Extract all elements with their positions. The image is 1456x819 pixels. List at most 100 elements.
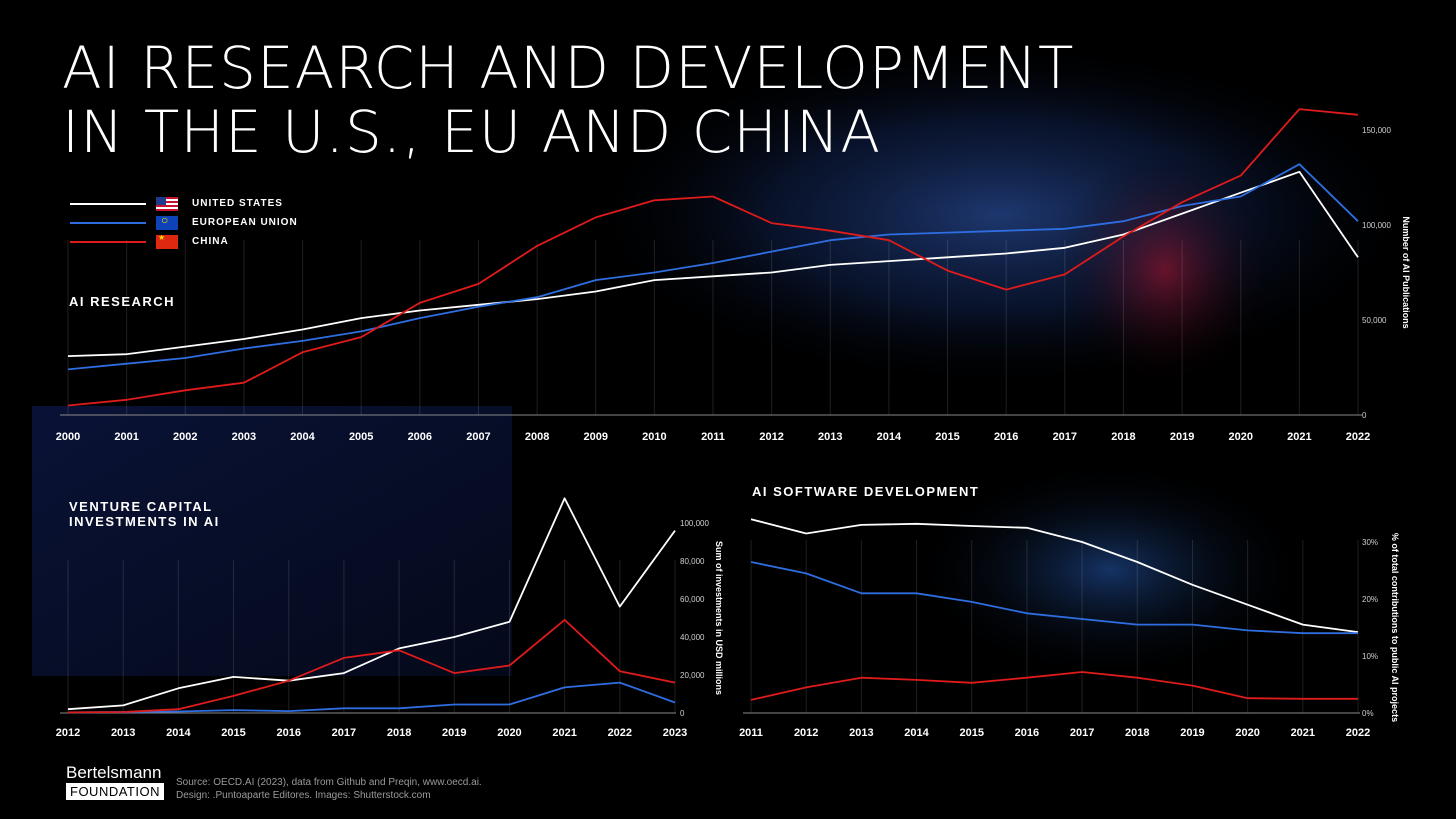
software-x-tick-label: 2021 [1291,727,1315,739]
vc-series-china [67,619,676,714]
vc-y-tick-label: 20,000 [680,671,705,680]
legend-line-european-union [70,221,146,224]
vc-x-tick-label: 2016 [276,727,300,739]
research-chart: 2000 2001 2002 2003 2004 2005 2006 2007 2008 2009… [56,108,1411,443]
vc-y-tick-label: 0 [680,709,685,718]
software-x-tick-label: 2012 [794,727,818,739]
research-series-european-union [67,163,1359,371]
research-x-tick-label: 2001 [114,431,138,443]
vc-y-tick-label: 40,000 [680,633,705,642]
research-y-axis-title: Number of AI Publications [1401,216,1411,328]
vc-x-tick-label: 2019 [442,727,466,739]
research-x-tick-label: 2007 [466,431,490,443]
research-x-tick-label: 2012 [759,431,783,443]
research-x-tick-label: 2003 [232,431,256,443]
research-x-tick-label: 2016 [994,431,1018,443]
software-x-tick-label: 2011 [739,727,763,739]
vc-y-axis-title: Sum of investments in USD millions [714,541,724,695]
research-x-tick-label: 2008 [525,431,549,443]
research-x-tick-label: 2005 [349,431,373,443]
title-line-2: IN THE U.S., EU AND CHINA [62,98,882,166]
research-x-tick-label: 2013 [818,431,842,443]
legend-label-china: CHINA [192,236,229,247]
research-x-tick-label: 2022 [1346,431,1370,443]
software-y-tick-label: 10% [1362,652,1378,661]
research-x-tick-label: 2014 [877,431,902,443]
software-x-tick-label: 2016 [1015,727,1039,739]
vc-x-tick-label: 2013 [111,727,135,739]
software-x-tick-label: 2013 [849,727,873,739]
logo-text-bottom: FOUNDATION [66,783,164,800]
software-y-tick-label: 30% [1362,538,1378,547]
research-x-tick-label: 2004 [290,431,315,443]
research-title-text: AI RESEARCH [69,294,176,309]
software-y-tick-label: 20% [1362,595,1378,604]
vc-x-tick-label: 2020 [497,727,521,739]
legend-line-united-states [70,202,146,205]
software-y-tick-label: 0% [1362,709,1374,718]
software-section-title: AI SOFTWARE DEVELOPMENT [752,484,979,499]
software-x-tick-label: 2020 [1235,727,1259,739]
software-series-european-union [750,561,1358,635]
research-x-tick-label: 2000 [56,431,80,443]
research-x-tick-label: 2010 [642,431,666,443]
research-series-china [67,108,1359,407]
eu-flag-icon [156,215,178,230]
software-title-text: AI SOFTWARE DEVELOPMENT [752,484,980,499]
vc-x-tick-label: 2017 [332,727,356,739]
vc-x-tick-label: 2014 [166,727,191,739]
background-imagery [32,40,1420,680]
research-x-tick-label: 2015 [935,431,959,443]
venture-capital-chart: 2012 2013 2014 2015 2016 2017 2018 2019 2020 2021… [56,497,724,739]
research-y-tick-label: 100,000 [1362,221,1391,230]
vc-x-tick-label: 2018 [387,727,411,739]
vc-series-european-union [67,681,676,714]
software-y-axis-title: % of total contributions to public AI pr… [1390,533,1400,722]
us-flag-icon [156,196,178,211]
research-y-tick-label: 150,000 [1362,126,1391,135]
vc-y-tick-label: 100,000 [680,519,709,528]
research-x-tick-label: 2006 [408,431,432,443]
software-series-united-states [750,518,1359,633]
software-x-tick-label: 2019 [1180,727,1204,739]
laptop-glow-illustration [910,460,1310,680]
title-line-1: AI RESEARCH AND DEVELOPMENT [62,34,1075,102]
vc-y-tick-label: 60,000 [680,595,705,604]
credits: Source: OECD.AI (2023), data from Github… [176,776,482,802]
vc-x-tick-label: 2012 [56,727,80,739]
research-x-tick-label: 2017 [1053,431,1077,443]
legend-label-european-union: EUROPEAN UNION [192,217,298,228]
vc-x-tick-label: 2023 [663,727,687,739]
research-series-united-states [67,170,1359,357]
software-x-tick-label: 2017 [1070,727,1094,739]
research-y-tick-label: 50,000 [1362,316,1387,325]
research-x-tick-label: 2002 [173,431,197,443]
vc-series-united-states [67,497,676,711]
research-x-tick-label: 2021 [1287,431,1311,443]
legend-item-united-states: UNITED STATES [70,194,298,213]
software-chart: 2011 2012 2013 2014 2015 2016 2017 2018 2019 2020… [739,518,1400,739]
research-y-tick-label: 0 [1362,411,1367,420]
legend-item-european-union: EUROPEAN UNION [70,213,298,232]
vc-x-tick-label: 2021 [552,727,576,739]
legend-line-china [70,240,146,243]
research-x-tick-label: 2019 [1170,431,1194,443]
vc-title-line-2: INVESTMENTS IN AI [69,514,220,529]
vc-x-tick-label: 2015 [221,727,245,739]
research-x-tick-label: 2020 [1228,431,1252,443]
legend-label-united-states: UNITED STATES [192,198,283,209]
vc-panel-illustration [32,406,512,676]
software-x-tick-label: 2018 [1125,727,1149,739]
research-x-tick-label: 2009 [583,431,607,443]
source-text: Source: OECD.AI (2023), data from Github… [176,777,482,788]
research-x-tick-label: 2011 [701,431,725,443]
software-x-tick-label: 2022 [1346,727,1370,739]
research-section-title: AI RESEARCH [69,294,175,309]
design-credit-text: Design: .Puntoaparte Editores. Images: S… [176,790,431,801]
cn-flag-icon [156,234,178,249]
page-title: AI RESEARCH AND DEVELOPMENT IN THE U.S.,… [62,36,1074,164]
legend: UNITED STATES EUROPEAN UNION CHINA [70,194,298,251]
software-x-tick-label: 2015 [959,727,983,739]
vc-x-tick-label: 2022 [608,727,632,739]
